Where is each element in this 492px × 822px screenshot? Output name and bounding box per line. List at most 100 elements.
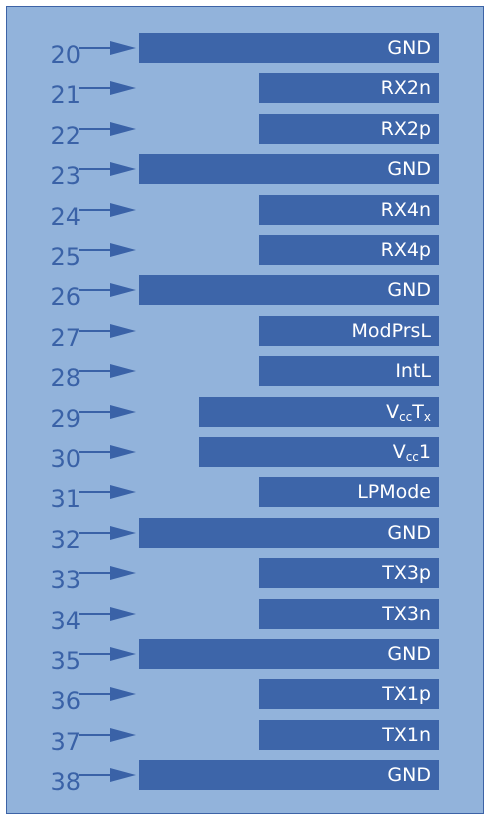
pin-number: 28 — [50, 364, 81, 393]
arrow-line — [79, 653, 113, 655]
pin-label: VccTx — [199, 396, 439, 427]
arrow-line — [79, 168, 113, 171]
arrow-line — [79, 693, 113, 696]
pin-label: ModPrsL — [259, 315, 439, 346]
arrow-head — [110, 606, 136, 621]
label-text: ModPrsL — [351, 319, 432, 342]
arrow-head — [110, 404, 136, 419]
label-text: IntL — [395, 360, 431, 383]
pin-label: IntL — [259, 356, 439, 387]
arrow-line — [79, 249, 113, 251]
arrow-head — [110, 445, 136, 459]
pin-number: 21 — [50, 81, 81, 110]
arrow-head — [110, 121, 136, 136]
label-subscript: x — [423, 409, 431, 424]
label-text: TX1n — [382, 723, 431, 746]
arrow-head — [110, 81, 136, 96]
pin-number: 38 — [50, 768, 81, 797]
label-text: V — [386, 400, 400, 423]
pin-label: GND — [139, 33, 439, 63]
arrow-line — [79, 208, 113, 211]
arrow-head — [110, 243, 136, 257]
label-subscript: cc — [405, 450, 419, 464]
label-text: GND — [387, 643, 431, 665]
pin-number: 33 — [50, 566, 81, 595]
pin-number: 22 — [50, 121, 81, 150]
pin-number: 34 — [50, 606, 81, 635]
pin-number: 32 — [50, 525, 81, 554]
arrow-line — [79, 451, 113, 453]
arrow-head — [110, 647, 136, 661]
arrow-line — [79, 531, 113, 534]
pin-number: 24 — [50, 202, 81, 231]
arrow-line — [79, 127, 113, 130]
pin-label: GND — [139, 275, 439, 306]
pinout-panel: 20 GND 21 RX2n 22 RX2p 23 GND 24 RX4n 25 RX4p 26 GND 2… — [6, 6, 484, 814]
pin-number: 23 — [50, 162, 81, 191]
label-text: RX4n — [380, 198, 431, 221]
arrow-line — [79, 491, 113, 494]
pin-label: RX4n — [259, 194, 439, 225]
pin-number: 20 — [50, 41, 81, 69]
label-subscript: cc — [399, 409, 413, 424]
pin-label: GND — [139, 154, 439, 185]
pin-label: RX2n — [259, 73, 439, 104]
pin-label: GND — [139, 639, 439, 669]
arrow-line — [79, 410, 113, 413]
pin-number: 35 — [50, 647, 81, 675]
pin-number: 31 — [50, 485, 81, 514]
label-text: GND — [387, 521, 431, 544]
arrow-line — [79, 329, 113, 332]
label-text: T — [412, 400, 424, 423]
label-text: RX2n — [380, 77, 431, 100]
label-text: TX1p — [382, 683, 431, 706]
pin-label: TX3n — [259, 598, 439, 629]
label-text: RX2p — [380, 117, 431, 140]
label-text: GND — [387, 37, 431, 59]
label-text: GND — [387, 279, 431, 302]
arrow-line — [79, 774, 113, 777]
pin-number: 30 — [50, 445, 81, 473]
pin-number: 27 — [50, 323, 81, 352]
pin-label: TX1n — [259, 719, 439, 750]
label-text: TX3p — [382, 562, 431, 585]
label-text: GND — [387, 158, 431, 181]
arrow-head — [110, 566, 136, 581]
arrow-head — [110, 727, 136, 742]
arrow-head — [110, 162, 136, 177]
pin-label: RX4p — [259, 235, 439, 265]
pin-label: LPMode — [259, 477, 439, 508]
arrow-head — [110, 364, 136, 379]
label-text: LPMode — [357, 481, 431, 504]
arrow-line — [79, 370, 113, 373]
arrow-line — [79, 733, 113, 736]
arrow-head — [110, 323, 136, 338]
label-text: TX3n — [382, 602, 431, 625]
pin-number: 25 — [50, 243, 81, 271]
pin-number: 26 — [50, 283, 81, 312]
arrow-line — [79, 612, 113, 615]
label-text: GND — [387, 764, 431, 787]
pin-label: Vcc1 — [199, 437, 439, 467]
arrow-head — [110, 525, 136, 540]
arrow-head — [110, 485, 136, 500]
pin-label: TX1p — [259, 679, 439, 710]
pin-label: GND — [139, 517, 439, 548]
pin-number: 37 — [50, 727, 81, 756]
label-text: V — [392, 441, 406, 463]
label-text: RX4p — [380, 239, 431, 261]
arrow-head — [110, 202, 136, 217]
arrow-line — [79, 572, 113, 575]
pin-number: 29 — [50, 404, 81, 433]
pin-label: TX3p — [259, 558, 439, 589]
arrow-line — [79, 289, 113, 292]
pin-label: GND — [139, 760, 439, 791]
arrow-line — [79, 47, 113, 49]
arrow-line — [79, 87, 113, 90]
arrow-head — [110, 283, 136, 298]
arrow-head — [110, 768, 136, 783]
arrow-head — [110, 41, 136, 55]
label-text: 1 — [418, 441, 431, 463]
pin-number: 36 — [50, 687, 81, 716]
